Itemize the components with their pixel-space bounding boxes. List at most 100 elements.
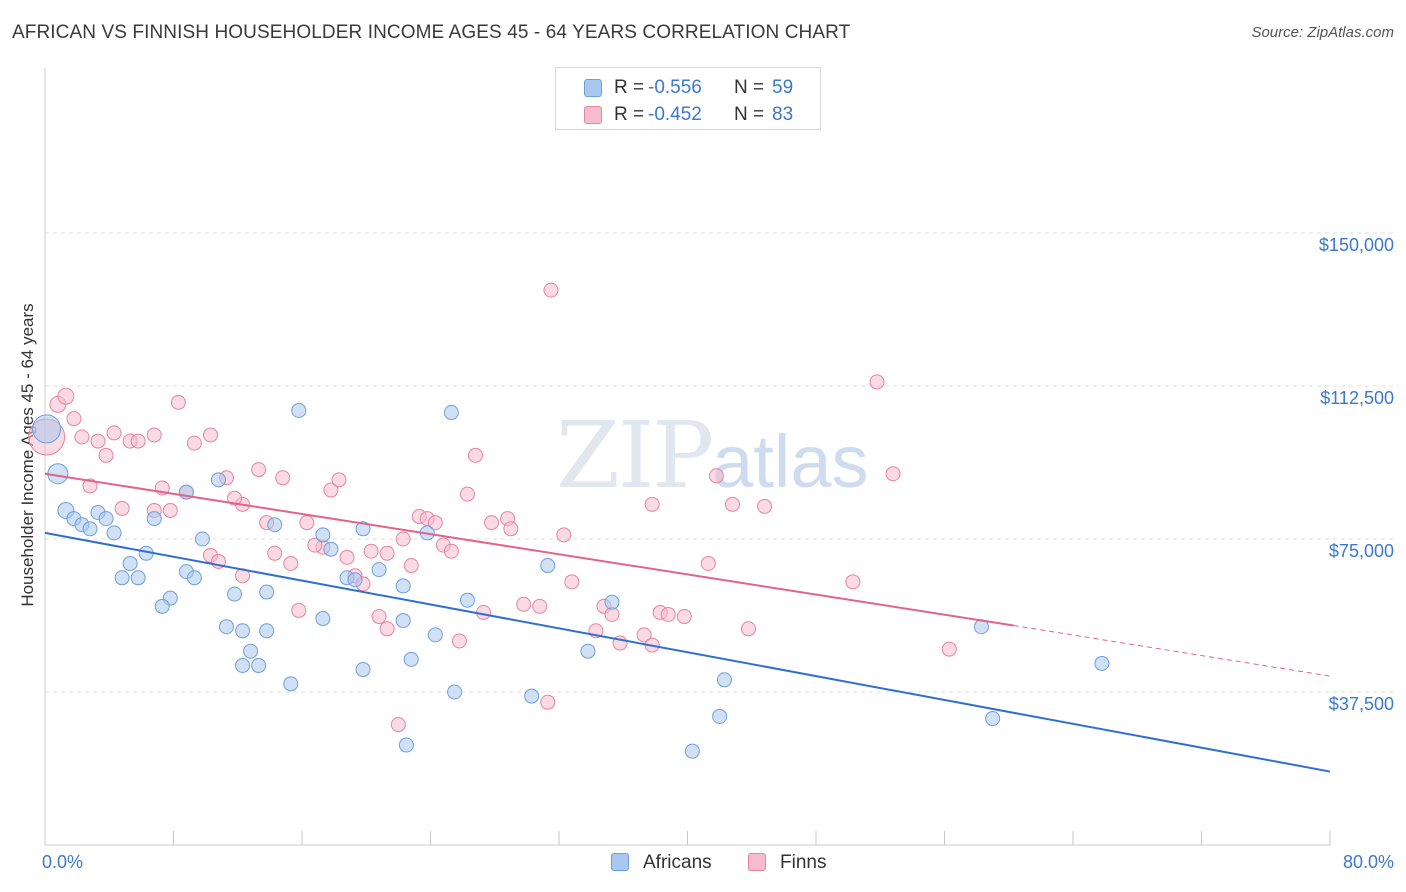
finns-point bbox=[503, 521, 519, 537]
finns-point bbox=[130, 433, 146, 449]
finns-point bbox=[700, 555, 716, 571]
finns-point bbox=[644, 496, 660, 512]
africans-point bbox=[98, 511, 114, 527]
finns-point bbox=[757, 498, 773, 514]
africans-legend-swatch bbox=[611, 853, 629, 871]
finns-point bbox=[941, 641, 957, 657]
africans-point bbox=[323, 541, 339, 557]
africans-point bbox=[540, 558, 556, 574]
africans-point bbox=[1094, 655, 1110, 671]
finns-point bbox=[467, 447, 483, 463]
africans-point bbox=[194, 531, 210, 547]
finns-point bbox=[275, 470, 291, 486]
finns-point bbox=[251, 462, 267, 478]
africans-point bbox=[684, 743, 700, 759]
finns-point bbox=[331, 472, 347, 488]
y-tick-label: $150,000 bbox=[1318, 235, 1394, 255]
finns-point bbox=[291, 602, 307, 618]
finns-point bbox=[98, 447, 114, 463]
africans-point bbox=[235, 623, 251, 639]
africans-point bbox=[146, 511, 162, 527]
finns-point bbox=[708, 468, 724, 484]
legend-n-value: 59 bbox=[772, 77, 794, 98]
africans-swatch bbox=[584, 79, 602, 97]
africans-point bbox=[985, 711, 1001, 727]
finns-point bbox=[443, 543, 459, 559]
africans-point bbox=[347, 572, 363, 588]
finns-point bbox=[403, 558, 419, 574]
finns-point bbox=[741, 621, 757, 637]
y-tick-label: $112,500 bbox=[1320, 388, 1394, 408]
finns-point bbox=[283, 555, 299, 571]
africans-point bbox=[355, 521, 371, 537]
africans-legend-label: Africans bbox=[643, 852, 712, 873]
finns-point bbox=[390, 717, 406, 733]
watermark: ZIPatlas bbox=[556, 402, 868, 509]
finns-point bbox=[516, 596, 532, 612]
africans-point bbox=[32, 414, 62, 444]
legend-n-label: N = bbox=[734, 77, 765, 98]
watermark-zip: ZIP bbox=[556, 402, 714, 509]
africans-point bbox=[122, 555, 138, 571]
finns-point bbox=[90, 433, 106, 449]
africans-point bbox=[259, 584, 275, 600]
africans-point bbox=[315, 527, 331, 543]
finns-point bbox=[363, 543, 379, 559]
finns-point bbox=[636, 627, 652, 643]
africans-point bbox=[283, 676, 299, 692]
finns-legend-label: Finns bbox=[780, 852, 827, 873]
africans-point bbox=[106, 525, 122, 541]
legend-n-value: 83 bbox=[772, 104, 794, 125]
chart-title: AFRICAN VS FINNISH HOUSEHOLDER INCOME AG… bbox=[12, 22, 851, 43]
legend-r-label: R = bbox=[614, 77, 645, 98]
finns-point bbox=[74, 429, 90, 445]
africans-point bbox=[186, 570, 202, 586]
correlation-legend: R = -0.556 N = 59 R = -0.452 N = 83 bbox=[555, 67, 821, 130]
africans-point bbox=[227, 586, 243, 602]
x-tick-min: 0.0% bbox=[42, 852, 84, 872]
africans-point bbox=[267, 517, 283, 533]
legend-r-label: R = bbox=[614, 104, 645, 125]
finns-point bbox=[162, 502, 178, 518]
finns-point bbox=[186, 435, 202, 451]
finns-point bbox=[114, 500, 130, 516]
finns-point bbox=[532, 598, 548, 614]
finns-point bbox=[543, 282, 559, 298]
africans-point bbox=[210, 472, 226, 488]
y-tick-label: $75,000 bbox=[1328, 541, 1394, 561]
africans-point bbox=[459, 592, 475, 608]
finns-point bbox=[371, 609, 387, 625]
finns-point bbox=[106, 425, 122, 441]
finns-point bbox=[379, 621, 395, 637]
finns-point bbox=[267, 545, 283, 561]
finns-point bbox=[57, 387, 75, 405]
finns-point bbox=[66, 411, 82, 427]
africans-point bbox=[243, 643, 259, 659]
source-label: Source: ZipAtlas.com bbox=[1251, 24, 1394, 41]
africans-point bbox=[291, 402, 307, 418]
africans-point bbox=[716, 672, 732, 688]
africans-point bbox=[427, 627, 443, 643]
legend-n-label: N = bbox=[734, 104, 765, 125]
africans-point bbox=[712, 708, 728, 724]
x-tick-max: 80.0% bbox=[1342, 852, 1394, 872]
finns-point bbox=[676, 609, 692, 625]
finns-point bbox=[540, 694, 556, 710]
africans-point bbox=[315, 611, 331, 627]
legend-r-value: -0.556 bbox=[648, 77, 702, 98]
finns-point bbox=[885, 466, 901, 482]
africans-point bbox=[395, 613, 411, 629]
africans-point bbox=[403, 651, 419, 667]
africans-point bbox=[235, 657, 251, 673]
africans-point bbox=[443, 405, 459, 421]
finns-point bbox=[82, 478, 98, 494]
finns-legend-swatch bbox=[748, 853, 766, 871]
finns-point bbox=[202, 427, 218, 443]
finns-trend-line bbox=[44, 472, 1014, 627]
watermark-atlas: atlas bbox=[712, 420, 869, 503]
finns-point bbox=[379, 545, 395, 561]
africans-point bbox=[219, 619, 235, 635]
africans-point bbox=[114, 570, 130, 586]
africans-point bbox=[251, 657, 267, 673]
